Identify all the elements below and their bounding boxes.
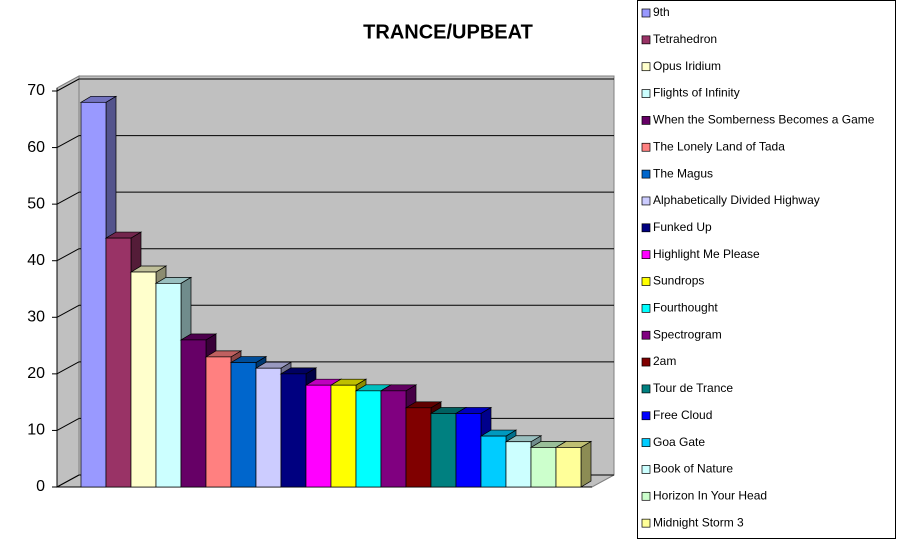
legend-swatch xyxy=(641,304,651,313)
legend-label: Alphabetically Divided Highway xyxy=(653,193,820,207)
bar xyxy=(180,339,207,488)
grid-line xyxy=(56,417,80,431)
legend-label: Tour de Trance xyxy=(653,381,733,395)
grid-line xyxy=(56,191,80,205)
bar xyxy=(105,237,132,488)
bar xyxy=(205,356,232,488)
bar xyxy=(355,390,382,488)
legend-label: Fourthought xyxy=(653,301,718,315)
legend-label: Tetrahedron xyxy=(653,32,717,46)
bar xyxy=(80,101,107,488)
legend-label: Flights of Infinity xyxy=(653,86,740,100)
y-tick-label: 0 xyxy=(36,478,45,495)
legend-swatch xyxy=(641,89,651,98)
legend-swatch xyxy=(641,438,651,447)
legend-swatch xyxy=(641,8,651,18)
legend-label: The Lonely Land of Tada xyxy=(653,139,785,153)
bar xyxy=(305,384,332,488)
legend-label: Highlight Me Please xyxy=(653,247,760,261)
bar xyxy=(555,447,582,488)
grid-line xyxy=(56,474,80,488)
legend-swatch xyxy=(641,169,651,179)
legend-label: Opus Iridium xyxy=(653,59,721,73)
legend-swatch xyxy=(641,491,651,501)
legend-box xyxy=(637,0,896,539)
legend-swatch xyxy=(641,223,651,233)
bar xyxy=(405,407,432,488)
bar xyxy=(505,441,532,488)
chart-title: TRANCE/UPBEAT xyxy=(363,21,533,43)
legend-label: Goa Gate xyxy=(653,435,705,449)
y-tick-label: 10 xyxy=(27,422,45,439)
y-tick-label: 50 xyxy=(27,195,45,212)
bar xyxy=(280,373,307,488)
bar xyxy=(480,435,507,488)
legend-label: The Magus xyxy=(653,166,713,180)
legend-label: Book of Nature xyxy=(653,462,733,476)
bar xyxy=(430,413,457,488)
grid-line xyxy=(56,248,80,262)
legend-label: Spectrogram xyxy=(653,327,722,341)
legend-swatch xyxy=(641,384,651,394)
legend-swatch xyxy=(641,330,651,340)
grid-line xyxy=(56,361,80,375)
y-tick-label: 70 xyxy=(27,82,45,99)
legend-label: Sundrops xyxy=(653,274,704,288)
legend-swatch xyxy=(641,518,651,528)
legend-label: Horizon In Your Head xyxy=(653,488,767,502)
legend-label: 9th xyxy=(653,5,670,19)
bar-side xyxy=(580,440,592,488)
legend-swatch xyxy=(641,465,651,474)
bar xyxy=(330,384,357,488)
grid-line xyxy=(56,135,80,149)
legend-label: Midnight Storm 3 xyxy=(653,515,744,529)
legend-swatch xyxy=(641,116,651,125)
bar xyxy=(155,282,182,488)
legend-swatch xyxy=(641,277,651,286)
legend-label: 2am xyxy=(653,354,676,368)
y-tick-label: 30 xyxy=(27,309,45,326)
legend-swatch xyxy=(641,196,651,206)
legend-swatch xyxy=(641,35,651,45)
grid-line xyxy=(56,78,80,92)
legend-swatch xyxy=(641,411,651,421)
bar xyxy=(530,447,557,488)
bar xyxy=(255,367,282,488)
y-tick-label: 40 xyxy=(27,252,45,269)
legend-swatch xyxy=(641,250,651,259)
bar xyxy=(455,413,482,488)
y-tick-label: 60 xyxy=(27,139,45,156)
legend-swatch xyxy=(641,357,651,367)
legend-label: Free Cloud xyxy=(653,408,712,422)
grid-line xyxy=(56,304,80,318)
bar xyxy=(230,362,257,488)
legend-swatch xyxy=(641,142,651,152)
bar xyxy=(380,390,407,488)
y-tick-label: 20 xyxy=(27,365,45,382)
legend-swatch xyxy=(641,62,651,72)
legend-label: When the Somberness Becomes a Game xyxy=(653,113,875,127)
legend-label: Funked Up xyxy=(653,220,712,234)
bar xyxy=(130,271,157,488)
